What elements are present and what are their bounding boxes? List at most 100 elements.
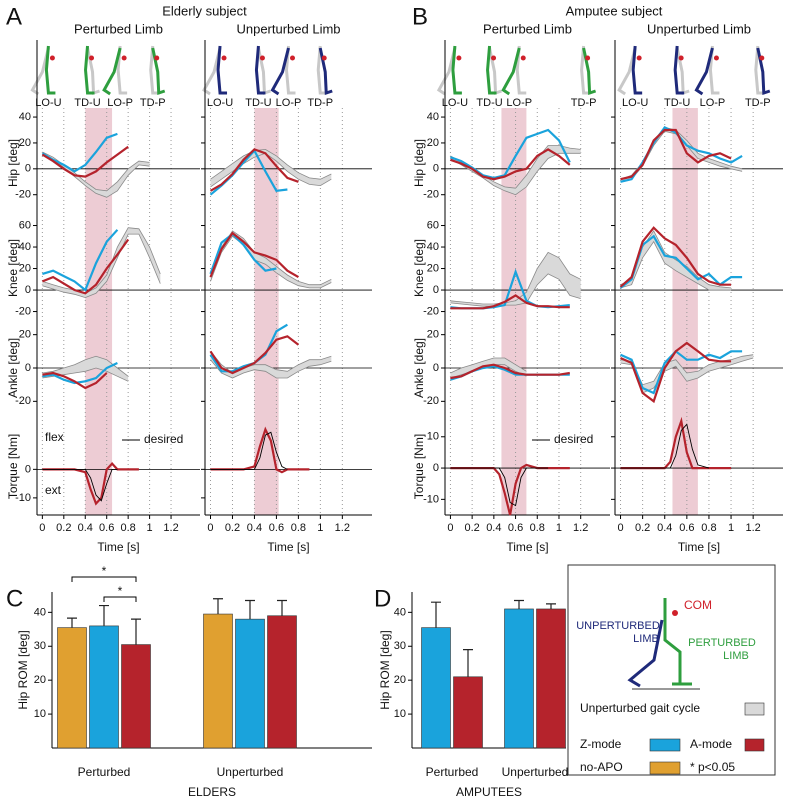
x-tick-label: 0.6	[679, 522, 694, 534]
com-dot	[759, 55, 765, 61]
bar	[121, 644, 151, 749]
band-fill	[620, 230, 732, 291]
com-dot	[636, 55, 642, 61]
panel-label: D	[374, 585, 391, 612]
legend-swatch	[649, 738, 681, 752]
band-fill	[42, 152, 150, 198]
y-axis-label: Hip ROM [deg]	[16, 630, 30, 709]
stick-leg	[316, 45, 328, 95]
com-dot	[321, 55, 327, 61]
event-label: LO-U	[622, 97, 648, 109]
column-title: Unperturbed Limb	[647, 21, 751, 36]
y-tick-label: 20	[427, 137, 439, 149]
y-tick-label: 60	[427, 219, 439, 231]
limb-label: UNPERTURBED	[576, 620, 660, 632]
stick-leg	[202, 47, 222, 96]
stick-leg	[486, 45, 497, 95]
x-tick-label: 1	[147, 522, 153, 534]
curve	[41, 132, 118, 173]
y-tick-label: 0	[25, 163, 31, 175]
stick-leg	[617, 47, 637, 96]
limb-label: LIMB	[633, 633, 659, 645]
panel-label: A	[6, 3, 22, 30]
stick-leg	[86, 47, 101, 96]
band-edge	[210, 152, 332, 188]
x-axis-label: Time [s]	[97, 540, 139, 554]
y-tick-label: 0	[433, 163, 439, 175]
band-fill	[42, 356, 129, 382]
bar	[203, 613, 233, 749]
panel-label: C	[6, 585, 23, 612]
event-label: TD-U	[245, 97, 271, 109]
x-tick-label: 0.8	[291, 522, 306, 534]
x-tick-label: 1.2	[335, 522, 350, 534]
y-axis-label: Torque [Nm]	[6, 434, 20, 499]
y-tick-label: 20	[19, 262, 31, 274]
x-tick-label: 0.6	[508, 522, 523, 534]
band-edge	[450, 251, 581, 305]
event-label: TD-U	[74, 97, 100, 109]
event-label: LO-U	[35, 97, 61, 109]
y-tick-label: 40	[394, 606, 406, 618]
stick-leg	[84, 45, 95, 95]
y-tick-label: 10	[394, 708, 406, 720]
y-tick-label: 40	[427, 241, 439, 253]
band-edge	[450, 273, 581, 307]
band-edge	[450, 152, 581, 196]
curve	[450, 128, 571, 180]
y-tick-label: 20	[19, 137, 31, 149]
curve	[620, 423, 710, 469]
y-tick-label: 0	[25, 284, 31, 296]
bar	[267, 615, 297, 749]
y-axis-label: Torque [Nm]	[412, 434, 426, 499]
curve	[42, 371, 108, 390]
y-axis-label: Knee [deg]	[412, 239, 426, 297]
x-tick-label: Unperturbed	[502, 765, 569, 779]
band-fill	[450, 358, 527, 378]
legend-label: desired	[554, 432, 593, 446]
stick-leg	[675, 47, 690, 96]
y-tick-label: 10	[34, 708, 46, 720]
legend-swatch	[744, 702, 765, 716]
limb-label: LIMB	[723, 650, 749, 662]
stick-leg	[451, 45, 462, 95]
y-tick-label: 20	[427, 329, 439, 341]
x-tick-label: 0	[207, 522, 213, 534]
band-edge	[450, 357, 527, 374]
com-dot	[491, 55, 497, 61]
limb-label: PERTURBED	[688, 637, 756, 649]
curve	[620, 126, 743, 183]
legend-note: * p<0.05	[690, 760, 735, 774]
stick-leg	[149, 45, 160, 95]
x-tick-label: 0.4	[486, 522, 501, 534]
significance-mark: *	[102, 564, 107, 578]
column-title: Perturbed Limb	[483, 21, 572, 36]
y-tick-label: 40	[19, 241, 31, 253]
column-title: Unperturbed Limb	[236, 21, 340, 36]
y-tick-label: 40	[34, 606, 46, 618]
y-tick-label: 40	[427, 111, 439, 123]
band-fill	[210, 149, 332, 187]
stick-leg	[631, 45, 643, 95]
event-label: TD-P	[571, 97, 597, 109]
band-edge	[210, 148, 332, 180]
com-dot	[585, 55, 591, 61]
stick-leg	[754, 45, 765, 95]
curve	[210, 431, 288, 470]
panel-label: B	[412, 3, 428, 30]
y-tick-label: 20	[394, 674, 406, 686]
stick-leg	[102, 47, 122, 96]
y-axis-label: Hip [deg]	[6, 139, 20, 187]
x-tick-label: 0.2	[635, 522, 650, 534]
error-bar	[99, 604, 109, 626]
legend-label: no-APO	[580, 760, 623, 774]
com-label: COM	[684, 598, 712, 612]
com-dot	[456, 55, 462, 61]
x-axis-label: AMPUTEES	[456, 785, 522, 799]
stick-leg	[501, 47, 521, 96]
event-label: TD-P	[745, 97, 771, 109]
x-tick-label: 0.6	[99, 522, 114, 534]
x-tick-label: 0.4	[657, 522, 672, 534]
curve	[209, 232, 277, 275]
band-edge	[42, 233, 161, 299]
